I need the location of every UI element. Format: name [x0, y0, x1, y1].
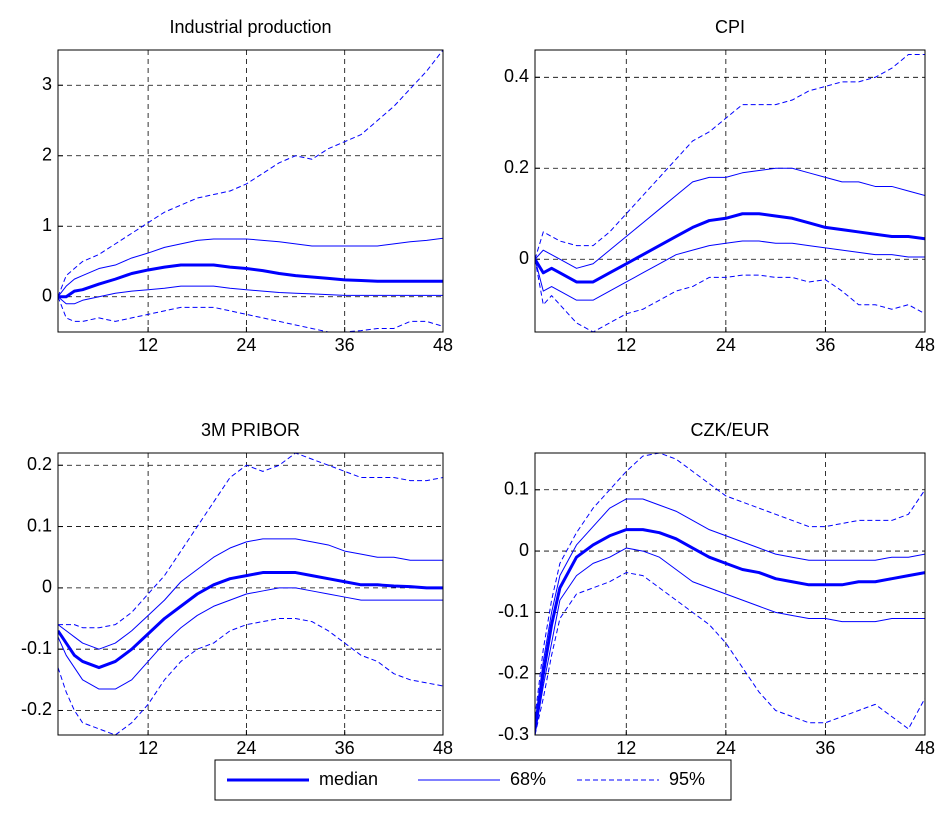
legend-label: 68%	[510, 769, 546, 789]
series-line	[58, 453, 443, 629]
legend-label: median	[319, 769, 378, 789]
plot-area	[58, 50, 443, 332]
series-line	[535, 212, 925, 284]
axes-box	[534, 452, 926, 736]
chart-title: 3M PRIBOR	[201, 420, 300, 440]
plot-area	[58, 453, 443, 735]
series-group	[535, 453, 925, 735]
x-tick-label: 12	[616, 738, 636, 758]
y-tick-label: 0	[519, 248, 529, 268]
x-tick-label: 12	[616, 335, 636, 355]
y-tick-label: 1	[42, 215, 52, 235]
y-tick-label: 0.2	[27, 454, 52, 474]
series-line	[58, 263, 443, 299]
x-tick-label: 36	[815, 738, 835, 758]
y-tick-label: 0.1	[27, 515, 52, 535]
series-line	[58, 50, 443, 297]
chart-title: Industrial production	[169, 17, 331, 37]
series-group	[58, 453, 443, 735]
plot-area	[535, 50, 925, 332]
series-line	[58, 571, 443, 670]
series-line	[58, 296, 443, 332]
chart-title: CPI	[715, 17, 745, 37]
y-tick-label: -0.3	[498, 724, 529, 744]
y-tick-label: 0	[42, 577, 52, 597]
axes-box	[57, 452, 444, 736]
x-tick-label: 12	[138, 335, 158, 355]
y-tick-label: 0	[42, 286, 52, 306]
y-tick-label: 2	[42, 145, 52, 165]
series-line	[535, 167, 925, 269]
series-line	[535, 54, 925, 260]
series-line	[58, 285, 443, 305]
series-line	[58, 538, 443, 650]
series-line	[535, 240, 925, 301]
y-tick-label: 0.2	[504, 157, 529, 177]
series-line	[535, 259, 925, 332]
x-tick-label: 36	[335, 335, 355, 355]
y-tick-label: 0.4	[504, 66, 529, 86]
legend-label: 95%	[669, 769, 705, 789]
series-group	[58, 50, 443, 332]
x-tick-label: 48	[433, 335, 453, 355]
axes-box	[57, 49, 444, 333]
chart-title: CZK/EUR	[690, 420, 769, 440]
x-tick-label: 24	[236, 335, 256, 355]
x-tick-label: 12	[138, 738, 158, 758]
x-tick-label: 48	[915, 738, 935, 758]
series-line	[535, 572, 925, 735]
x-tick-label: 48	[915, 335, 935, 355]
y-tick-label: -0.2	[498, 662, 529, 682]
x-tick-label: 24	[716, 335, 736, 355]
series-line	[58, 587, 443, 690]
y-tick-label: 3	[42, 74, 52, 94]
series-line	[535, 528, 925, 730]
series-line	[535, 453, 925, 717]
plot-area	[535, 453, 925, 735]
axes-box	[534, 49, 926, 333]
x-tick-label: 24	[716, 738, 736, 758]
y-tick-label: 0	[519, 540, 529, 560]
y-tick-label: -0.1	[498, 601, 529, 621]
x-tick-label: 36	[335, 738, 355, 758]
x-tick-label: 36	[815, 335, 835, 355]
series-line	[58, 237, 443, 298]
y-tick-label: -0.1	[21, 638, 52, 658]
series-line	[58, 618, 443, 735]
series-group	[535, 54, 925, 332]
y-tick-label: -0.2	[21, 699, 52, 719]
x-tick-label: 24	[236, 738, 256, 758]
series-line	[535, 498, 925, 723]
x-tick-label: 48	[433, 738, 453, 758]
y-tick-label: 0.1	[504, 479, 529, 499]
series-line	[535, 547, 925, 735]
